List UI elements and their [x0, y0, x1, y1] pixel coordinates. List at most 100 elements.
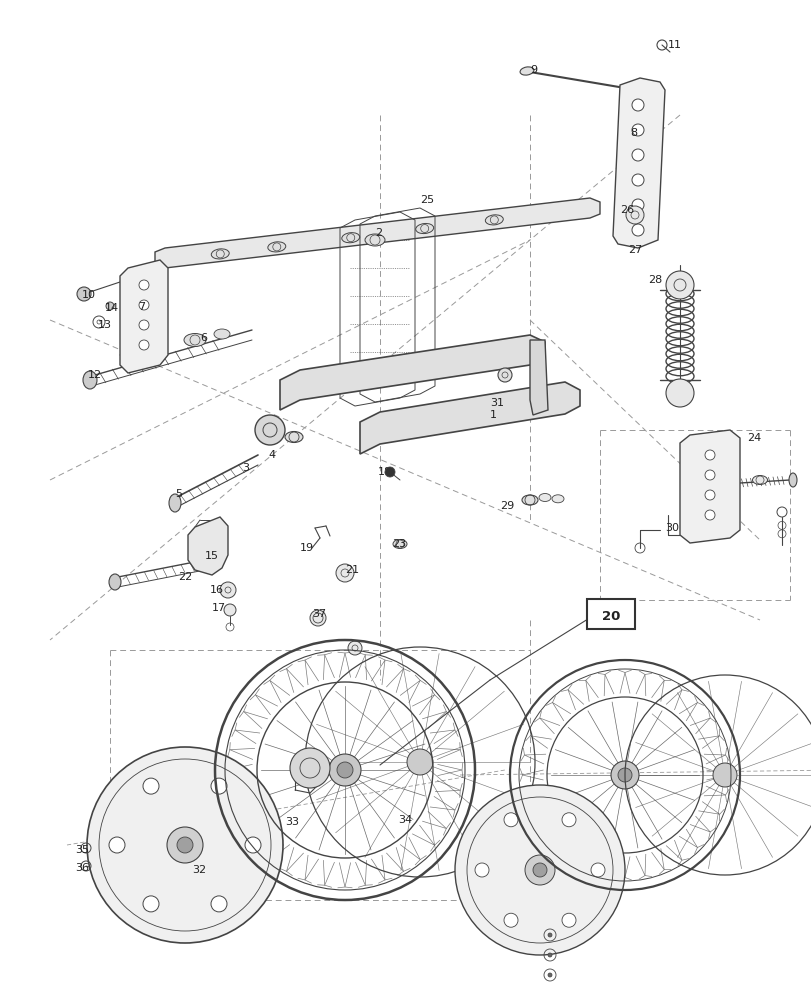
Polygon shape	[679, 430, 739, 543]
Circle shape	[665, 271, 693, 299]
Circle shape	[139, 340, 148, 350]
Circle shape	[211, 778, 227, 794]
Text: 12: 12	[88, 370, 102, 380]
Circle shape	[561, 913, 575, 927]
Ellipse shape	[83, 371, 97, 389]
Ellipse shape	[393, 540, 406, 548]
Circle shape	[525, 855, 554, 885]
Polygon shape	[530, 340, 547, 415]
Circle shape	[631, 99, 643, 111]
Text: 18: 18	[378, 467, 392, 477]
Ellipse shape	[519, 67, 534, 75]
Ellipse shape	[184, 334, 206, 347]
Polygon shape	[280, 335, 544, 410]
Text: 31: 31	[489, 398, 504, 408]
Circle shape	[139, 280, 148, 290]
Circle shape	[665, 379, 693, 407]
Polygon shape	[188, 517, 228, 575]
Text: 25: 25	[419, 195, 434, 205]
Circle shape	[177, 837, 193, 853]
Circle shape	[167, 827, 203, 863]
Polygon shape	[612, 78, 664, 248]
Circle shape	[625, 206, 643, 224]
Ellipse shape	[169, 494, 181, 512]
Circle shape	[547, 973, 551, 977]
Text: 36: 36	[75, 863, 89, 873]
Circle shape	[87, 747, 283, 943]
Circle shape	[547, 933, 551, 937]
Text: 3: 3	[242, 463, 249, 473]
Text: 4: 4	[268, 450, 275, 460]
Circle shape	[255, 415, 285, 445]
Circle shape	[290, 748, 329, 788]
Polygon shape	[155, 198, 599, 272]
Circle shape	[547, 953, 551, 957]
Text: 34: 34	[397, 815, 412, 825]
Text: 23: 23	[392, 539, 406, 549]
Text: 11: 11	[667, 40, 681, 50]
Circle shape	[245, 837, 260, 853]
Ellipse shape	[365, 234, 384, 246]
Ellipse shape	[551, 495, 564, 503]
Circle shape	[77, 287, 91, 301]
Circle shape	[631, 174, 643, 186]
Text: 19: 19	[299, 543, 314, 553]
Circle shape	[561, 813, 575, 827]
Circle shape	[704, 470, 714, 480]
Circle shape	[336, 564, 354, 582]
Circle shape	[631, 124, 643, 136]
Text: 5: 5	[175, 489, 182, 499]
Circle shape	[474, 863, 488, 877]
Polygon shape	[359, 382, 579, 454]
Circle shape	[106, 302, 114, 310]
Circle shape	[220, 582, 236, 598]
Circle shape	[224, 604, 236, 616]
Ellipse shape	[341, 233, 359, 243]
Ellipse shape	[415, 223, 433, 234]
Text: 21: 21	[345, 565, 358, 575]
Text: 37: 37	[311, 609, 326, 619]
FancyBboxPatch shape	[586, 599, 634, 629]
Ellipse shape	[268, 242, 285, 252]
Ellipse shape	[539, 493, 551, 502]
Text: 8: 8	[629, 128, 637, 138]
Text: 32: 32	[191, 865, 206, 875]
Text: 16: 16	[210, 585, 224, 595]
Circle shape	[617, 768, 631, 782]
Text: 17: 17	[212, 603, 225, 613]
Circle shape	[631, 199, 643, 211]
Circle shape	[310, 610, 325, 626]
Text: 15: 15	[204, 551, 219, 561]
Circle shape	[504, 813, 517, 827]
Text: 7: 7	[138, 302, 145, 312]
Polygon shape	[120, 260, 168, 373]
Text: 35: 35	[75, 845, 89, 855]
Text: 2: 2	[375, 228, 382, 238]
Text: 13: 13	[98, 320, 112, 330]
Circle shape	[328, 754, 361, 786]
Circle shape	[704, 490, 714, 500]
Circle shape	[504, 913, 517, 927]
Ellipse shape	[752, 476, 766, 485]
Text: 10: 10	[82, 290, 96, 300]
Text: 30: 30	[664, 523, 678, 533]
Circle shape	[610, 761, 638, 789]
Circle shape	[590, 863, 604, 877]
Text: 26: 26	[620, 205, 633, 215]
Circle shape	[704, 510, 714, 520]
Circle shape	[348, 641, 362, 655]
Circle shape	[384, 467, 394, 477]
Circle shape	[631, 149, 643, 161]
Ellipse shape	[788, 473, 796, 487]
Text: 1: 1	[489, 410, 496, 420]
Ellipse shape	[485, 215, 503, 225]
Text: 24: 24	[746, 433, 761, 443]
Circle shape	[139, 320, 148, 330]
Circle shape	[454, 785, 624, 955]
Text: 28: 28	[647, 275, 662, 285]
Circle shape	[406, 749, 432, 775]
Circle shape	[631, 224, 643, 236]
Circle shape	[712, 763, 736, 787]
Ellipse shape	[214, 329, 230, 339]
Text: 29: 29	[500, 501, 513, 511]
